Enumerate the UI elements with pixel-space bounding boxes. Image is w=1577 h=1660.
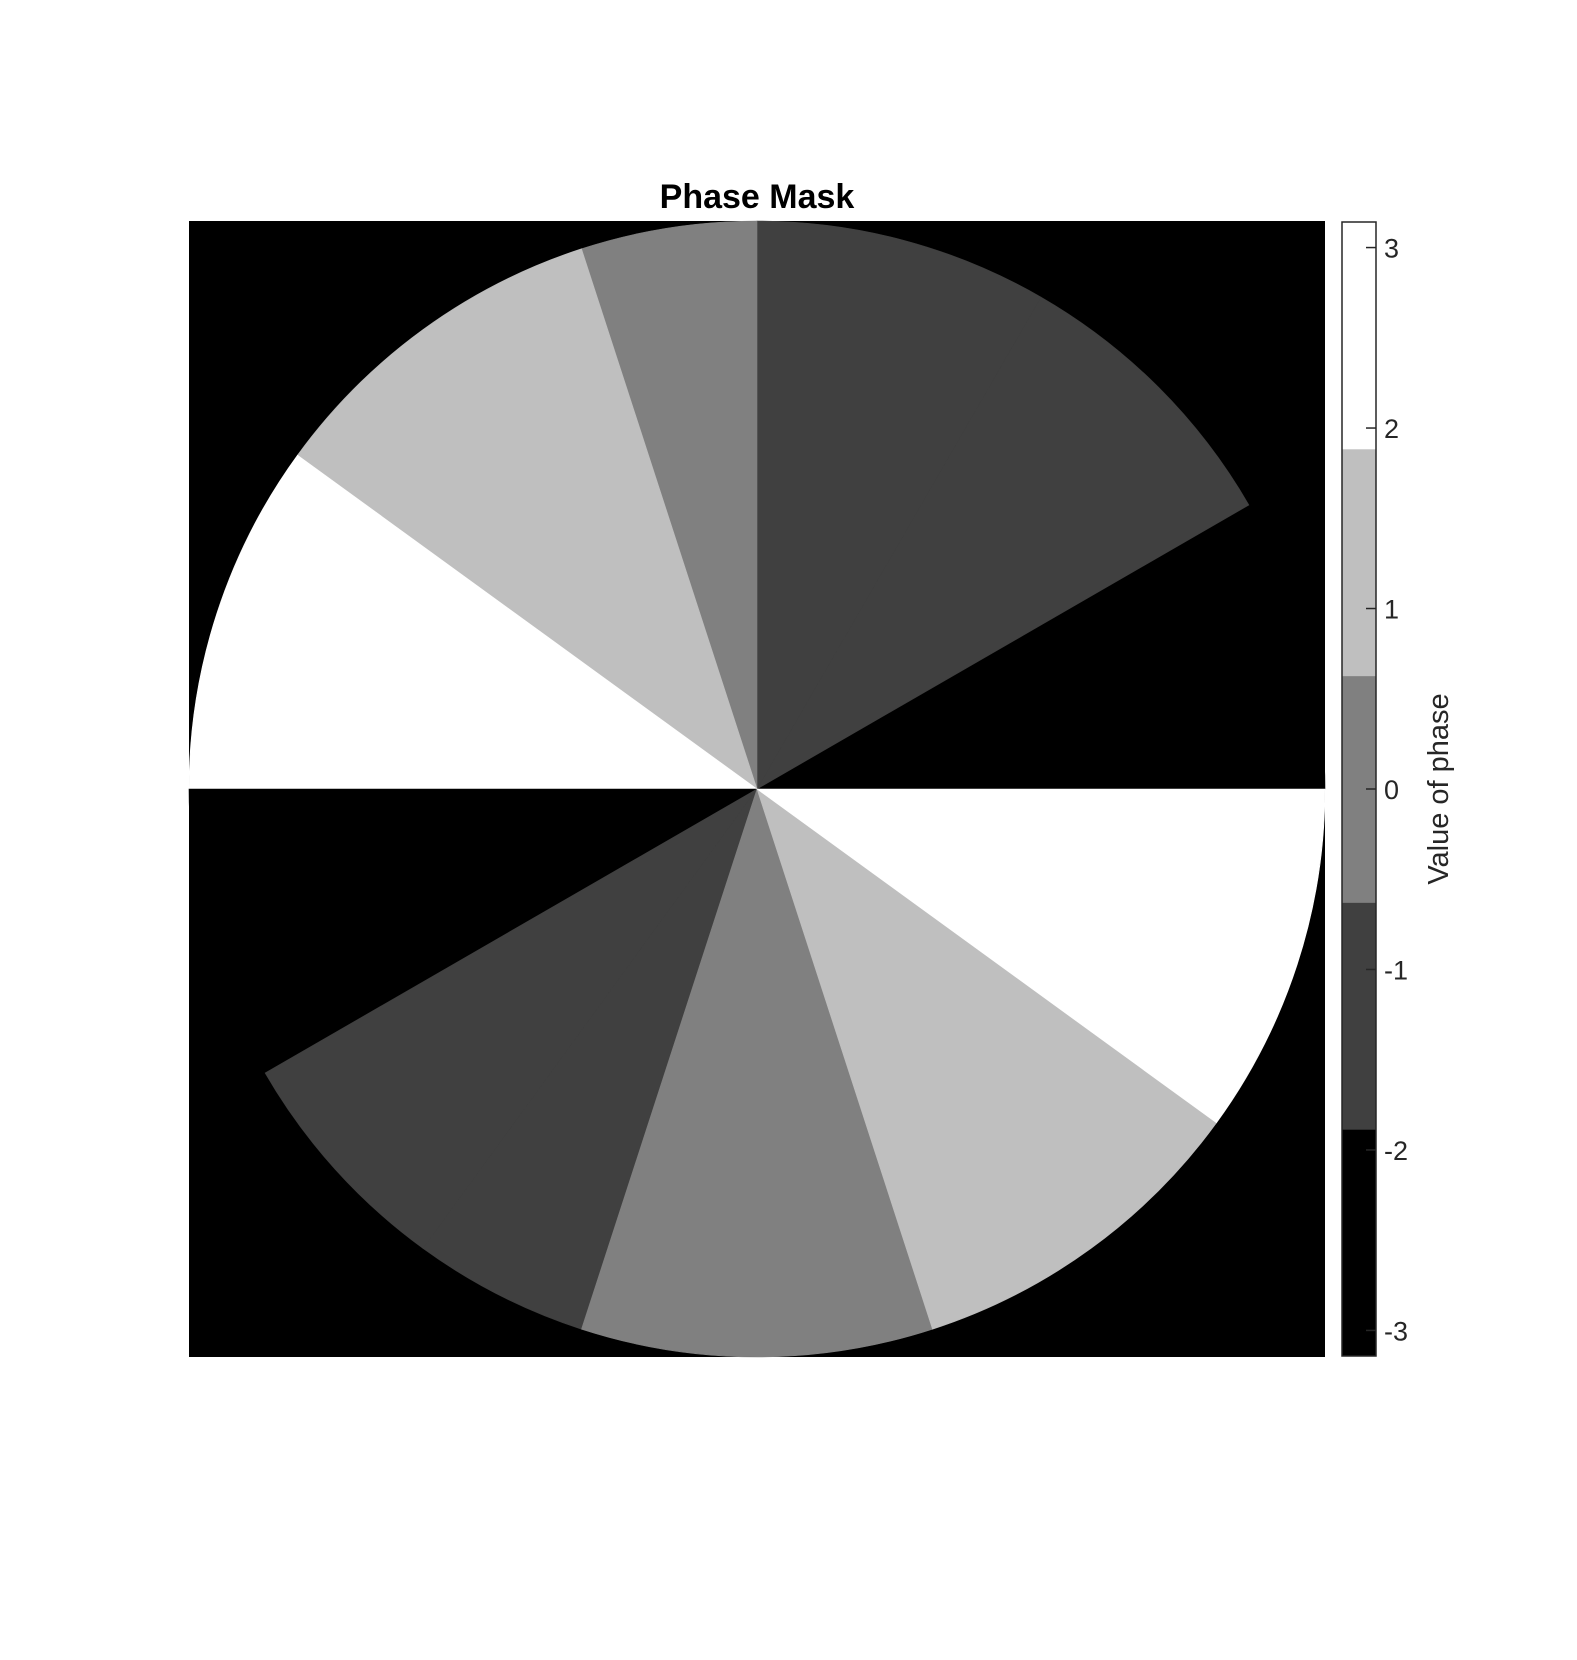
- colorbar: -3 -2 -1 0 1 2 3: [1341, 221, 1408, 1357]
- colorbar-tick-label-2: -1: [1384, 955, 1408, 985]
- phase-sector-2: [756, 220, 1042, 791]
- colorbar-ticks: -3 -2 -1 0 1 2 3: [1366, 234, 1408, 1346]
- phase-sector-4: [297, 248, 758, 790]
- phase-sector-5: [188, 454, 758, 790]
- colorbar-tick-label-6: 3: [1384, 234, 1399, 264]
- sectors-layer: [188, 220, 1326, 1358]
- colorbar-tick-label-5: 2: [1384, 414, 1399, 444]
- colorbar-level-0: [1342, 1129, 1376, 1357]
- phase-sector-7: [264, 788, 758, 1249]
- phase-sector-6: [188, 788, 759, 1074]
- phase-sector-9: [581, 788, 933, 1358]
- colorbar-level-1: [1342, 902, 1376, 1130]
- plot-area: [188, 220, 1326, 1358]
- phase-sector-1: [756, 296, 1250, 790]
- colorbar-level-3: [1342, 448, 1376, 677]
- phase-sector-0: [755, 504, 1326, 790]
- colorbar-tick-label-3: 0: [1384, 775, 1399, 805]
- colorbar-tick-label-1: -2: [1384, 1136, 1408, 1166]
- phase-sector-10: [756, 788, 1217, 1330]
- colorbar-tick-label-4: 1: [1384, 595, 1399, 625]
- phase-sector-11: [756, 788, 1326, 1124]
- colorbar-level-4: [1342, 222, 1376, 450]
- chart-title: Phase Mask: [660, 178, 855, 216]
- phase-sector-3: [581, 220, 758, 790]
- phase-sector-8: [422, 788, 758, 1330]
- colorbar-tick-label-0: -3: [1384, 1316, 1408, 1346]
- colorbar-levels: [1342, 222, 1376, 1357]
- colorbar-label: Value of phase: [1423, 693, 1455, 884]
